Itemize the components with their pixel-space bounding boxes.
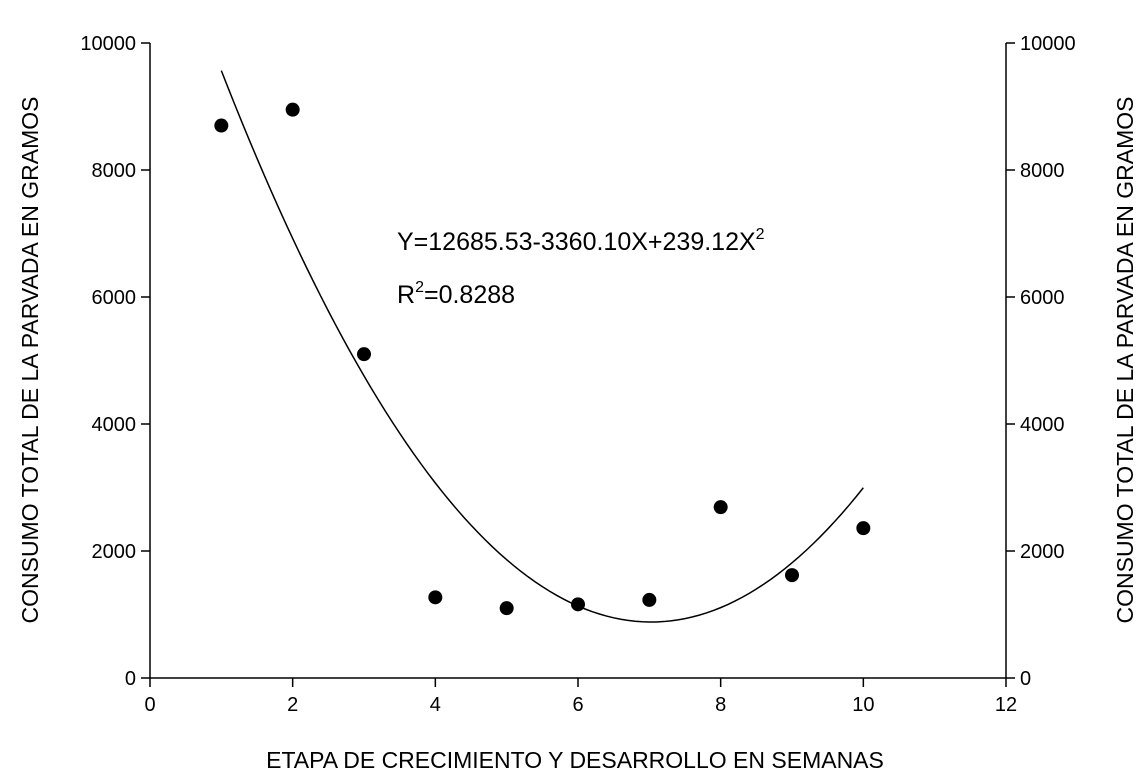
y-tick-label-left: 0 bbox=[125, 668, 136, 690]
y-tick-label-right: 2000 bbox=[1020, 541, 1065, 563]
r-squared-label: R2=0.8288 bbox=[397, 279, 515, 309]
x-tick-label: 6 bbox=[572, 694, 583, 716]
data-point bbox=[856, 521, 871, 536]
data-point bbox=[785, 568, 799, 583]
data-point bbox=[214, 118, 229, 133]
y-axis-title-right: CONSUMO TOTAL DE LA PARVADA EN GRAMOS bbox=[1112, 96, 1138, 623]
y-axis-title-left: CONSUMO TOTAL DE LA PARVADA EN GRAMOS bbox=[17, 96, 43, 623]
y-tick-label-left: 2000 bbox=[92, 541, 137, 563]
data-point bbox=[285, 102, 300, 117]
x-tick-label: 0 bbox=[144, 694, 155, 716]
equation-label: Y=12685.53-3360.10X+239.12X2 bbox=[397, 226, 765, 256]
data-point bbox=[642, 592, 657, 607]
x-tick-label: 4 bbox=[430, 694, 441, 716]
y-tick-label-right: 10000 bbox=[1020, 33, 1076, 55]
data-point bbox=[713, 500, 728, 515]
x-tick-label: 12 bbox=[995, 694, 1017, 716]
y-tick-label-right: 6000 bbox=[1020, 287, 1065, 309]
y-tick-label-left: 6000 bbox=[92, 287, 137, 309]
y-tick-label-left: 8000 bbox=[92, 160, 137, 182]
data-point bbox=[428, 590, 443, 605]
x-tick-label: 10 bbox=[852, 694, 874, 716]
fit-curve bbox=[220, 70, 864, 623]
axes bbox=[149, 43, 1007, 679]
data-points bbox=[214, 102, 871, 616]
y-tick-label-right: 8000 bbox=[1020, 160, 1065, 182]
y-tick-label-left: 10000 bbox=[80, 33, 136, 55]
x-axis-title: ETAPA DE CRECIMIENTO Y DESARROLLO EN SEM… bbox=[266, 747, 884, 773]
data-point bbox=[571, 597, 585, 612]
x-ticks: 0 2 4 6 8 10 12 bbox=[144, 678, 1017, 716]
y-ticks: 0 0 2000 2000 4000 4000 6000 6000 8000 8000 10000 1… bbox=[80, 33, 1075, 690]
y-tick-label-left: 4000 bbox=[92, 414, 137, 436]
data-point bbox=[499, 601, 514, 616]
y-tick-label-right: 4000 bbox=[1020, 414, 1065, 436]
x-tick-label: 2 bbox=[287, 694, 298, 716]
data-point bbox=[357, 347, 371, 362]
x-tick-label: 8 bbox=[715, 694, 726, 716]
y-tick-label-right: 0 bbox=[1020, 668, 1031, 690]
